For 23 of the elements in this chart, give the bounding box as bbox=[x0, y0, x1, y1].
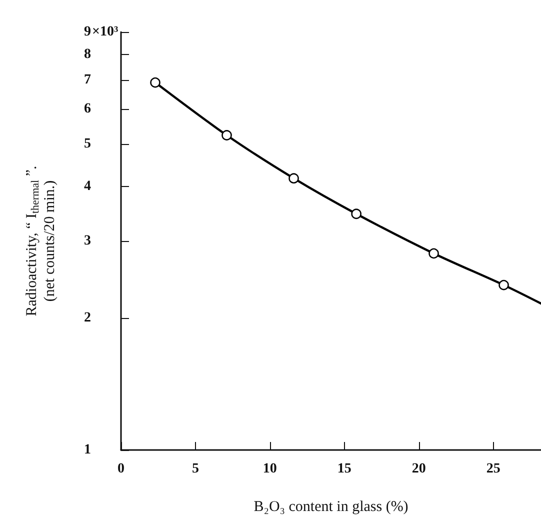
x-tick-label: 25 bbox=[486, 462, 500, 476]
y-tick-label: 9 bbox=[84, 24, 91, 40]
x-tick-label: 15 bbox=[337, 462, 352, 476]
y-tick-label: 5 bbox=[84, 136, 91, 152]
x-tick-label: 5 bbox=[192, 462, 199, 476]
y-tick-label: 6 bbox=[84, 102, 91, 117]
x-axis-title: B₂O₃ content in glass (%) bbox=[254, 499, 408, 515]
y-tick-label: 1 bbox=[84, 442, 91, 458]
point bbox=[222, 130, 232, 140]
text: ×10³ bbox=[92, 24, 118, 40]
x-tick-label: 20 bbox=[412, 462, 426, 476]
point bbox=[150, 77, 160, 88]
point bbox=[428, 248, 439, 259]
y-tick-label: 7 bbox=[84, 72, 91, 88]
y-tick-label: 2 bbox=[84, 310, 91, 326]
point bbox=[351, 208, 362, 220]
y-tick-label: 4 bbox=[84, 178, 91, 194]
point bbox=[498, 280, 509, 290]
y-tick-label: 8 bbox=[84, 46, 91, 62]
point bbox=[288, 173, 299, 184]
y-tick-label: 3 bbox=[84, 234, 91, 248]
x-tick-label: 10 bbox=[262, 462, 277, 476]
x-tick-label: 0 bbox=[118, 462, 124, 476]
